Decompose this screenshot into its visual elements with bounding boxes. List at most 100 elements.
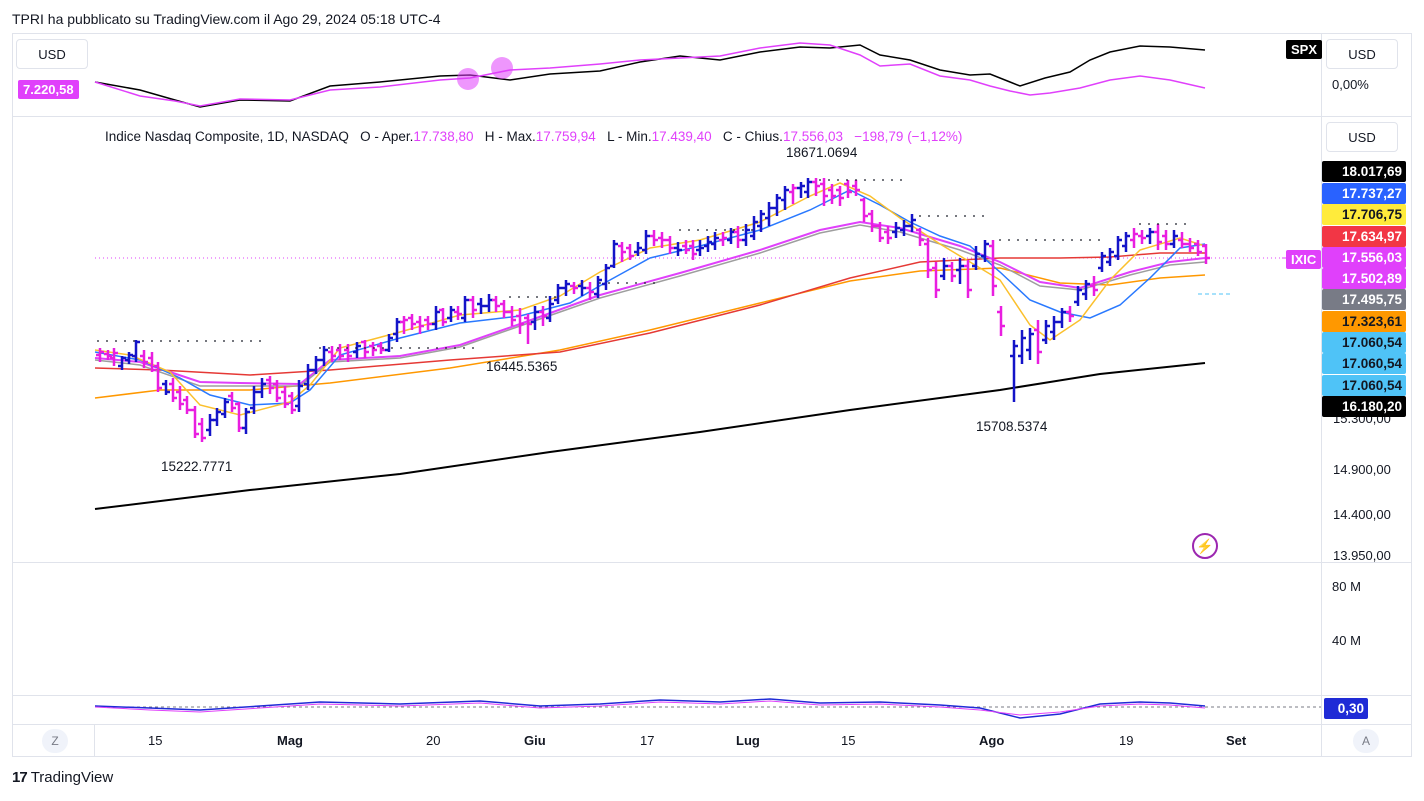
oscillator-line: [94, 698, 1206, 719]
price-tag: 17.634,97: [1322, 226, 1406, 247]
publication-caption: TPRI ha pubblicato su TradingView.com il…: [12, 11, 441, 27]
dotted-level: [346, 347, 348, 349]
time-axis-label: Ago: [979, 733, 1005, 748]
marker-dot: [457, 68, 479, 90]
dotted-level: [891, 179, 893, 181]
annotation-high-jul: 18671.0694: [786, 145, 858, 160]
lightning-icon[interactable]: ⚡: [1192, 533, 1218, 559]
price-tag: 17.060,54: [1322, 375, 1406, 396]
dotted-level: [472, 347, 474, 349]
price-tag: 17.060,54: [1322, 332, 1406, 353]
dotted-level: [751, 229, 753, 231]
dotted-level: [527, 296, 529, 298]
price-tag: 17.323,61: [1322, 311, 1406, 332]
dotted-level: [1098, 239, 1100, 241]
volume-axis-tick: 40 M: [1332, 633, 1361, 648]
dotted-level: [715, 229, 717, 231]
spx-left-value-tag: 7.220,58: [18, 80, 79, 99]
left-currency-button[interactable]: USD: [16, 39, 88, 69]
symbol-legend[interactable]: Indice Nasdaq Composite, 1D, NASDAQ O - …: [105, 129, 962, 144]
time-axis-label: Mag: [277, 733, 303, 748]
tradingview-logo[interactable]: 17 TradingView: [12, 769, 113, 786]
dotted-level: [946, 215, 948, 217]
legend-low-value: 17.439,40: [651, 129, 712, 144]
dotted-level: [133, 340, 135, 342]
dotted-level: [364, 347, 366, 349]
ma-red-line: [94, 252, 1205, 376]
legend-high-label: H - Max.: [484, 129, 536, 144]
dotted-level: [1044, 239, 1046, 241]
dotted-level: [223, 340, 225, 342]
price-tag: 16.180,20: [1322, 396, 1406, 417]
dotted-level: [151, 340, 153, 342]
dotted-level: [1139, 223, 1141, 225]
dotted-level: [554, 296, 556, 298]
dotted-level: [196, 340, 198, 342]
dotted-level: [536, 296, 538, 298]
dotted-level: [1062, 239, 1064, 241]
price-axis-tick: 13.950,00: [1333, 548, 1391, 563]
dotted-level: [391, 347, 393, 349]
top-currency-button[interactable]: USD: [1326, 39, 1398, 69]
pane-separator: [12, 116, 1412, 117]
dotted-level: [928, 215, 930, 217]
time-axis-label: Lug: [736, 733, 760, 748]
dotted-level: [855, 179, 857, 181]
price-axis-tick: 14.400,00: [1333, 507, 1391, 522]
dotted-level: [644, 282, 646, 284]
dotted-level: [1071, 239, 1073, 241]
zoom-toggle-button[interactable]: Z: [42, 729, 68, 753]
dotted-level: [454, 347, 456, 349]
dotted-level: [837, 179, 839, 181]
dotted-level: [733, 229, 735, 231]
dotted-level: [697, 229, 699, 231]
pane-separator: [12, 695, 1412, 696]
dotted-level: [409, 347, 411, 349]
price-axis-separator: [1321, 34, 1322, 756]
dotted-level: [115, 340, 117, 342]
dotted-level: [617, 282, 619, 284]
time-axis-label: Set: [1226, 733, 1247, 748]
price-tag: 17.706,75: [1322, 204, 1406, 225]
dotted-level: [724, 229, 726, 231]
time-axis-label: 19: [1119, 733, 1134, 748]
dotted-level: [337, 347, 339, 349]
legend-change-value: −198,79 (−1,12%): [854, 129, 963, 144]
ixic-symbol-tag: IXIC: [1286, 250, 1322, 269]
dotted-level: [599, 282, 601, 284]
legend-open-label: O - Aper.: [360, 129, 414, 144]
annotation-level-jun: 16445.5365: [486, 359, 558, 374]
dotted-level: [232, 340, 234, 342]
legend-close-label: C - Chius.: [722, 129, 783, 144]
dotted-level: [259, 340, 261, 342]
dotted-level: [445, 347, 447, 349]
dotted-level: [973, 215, 975, 217]
dotted-level: [626, 282, 628, 284]
dotted-level: [373, 347, 375, 349]
legend-open-value: 17.738,80: [413, 129, 474, 144]
main-currency-button[interactable]: USD: [1326, 122, 1398, 152]
legend-high-value: 17.759,94: [535, 129, 596, 144]
dotted-level: [1008, 239, 1010, 241]
annotation-low-apr: 15222.7771: [161, 459, 233, 474]
pane-separator: [12, 724, 1412, 725]
dotted-level: [509, 296, 511, 298]
dotted-level: [106, 340, 108, 342]
dotted-level: [679, 229, 681, 231]
marker-dot: [491, 57, 513, 79]
dotted-level: [355, 347, 357, 349]
dotted-level: [1184, 223, 1186, 225]
dotted-level: [241, 340, 243, 342]
dotted-level: [1053, 239, 1055, 241]
dotted-level: [608, 282, 610, 284]
auto-scale-button[interactable]: A: [1353, 729, 1379, 753]
dotted-level: [1017, 239, 1019, 241]
dotted-level: [187, 340, 189, 342]
price-tag: 18.017,69: [1322, 161, 1406, 182]
dotted-level: [706, 229, 708, 231]
price-tag: 17.737,27: [1322, 183, 1406, 204]
dotted-level: [400, 347, 402, 349]
spx-symbol-tag: SPX: [1286, 40, 1323, 59]
dotted-level: [463, 347, 465, 349]
